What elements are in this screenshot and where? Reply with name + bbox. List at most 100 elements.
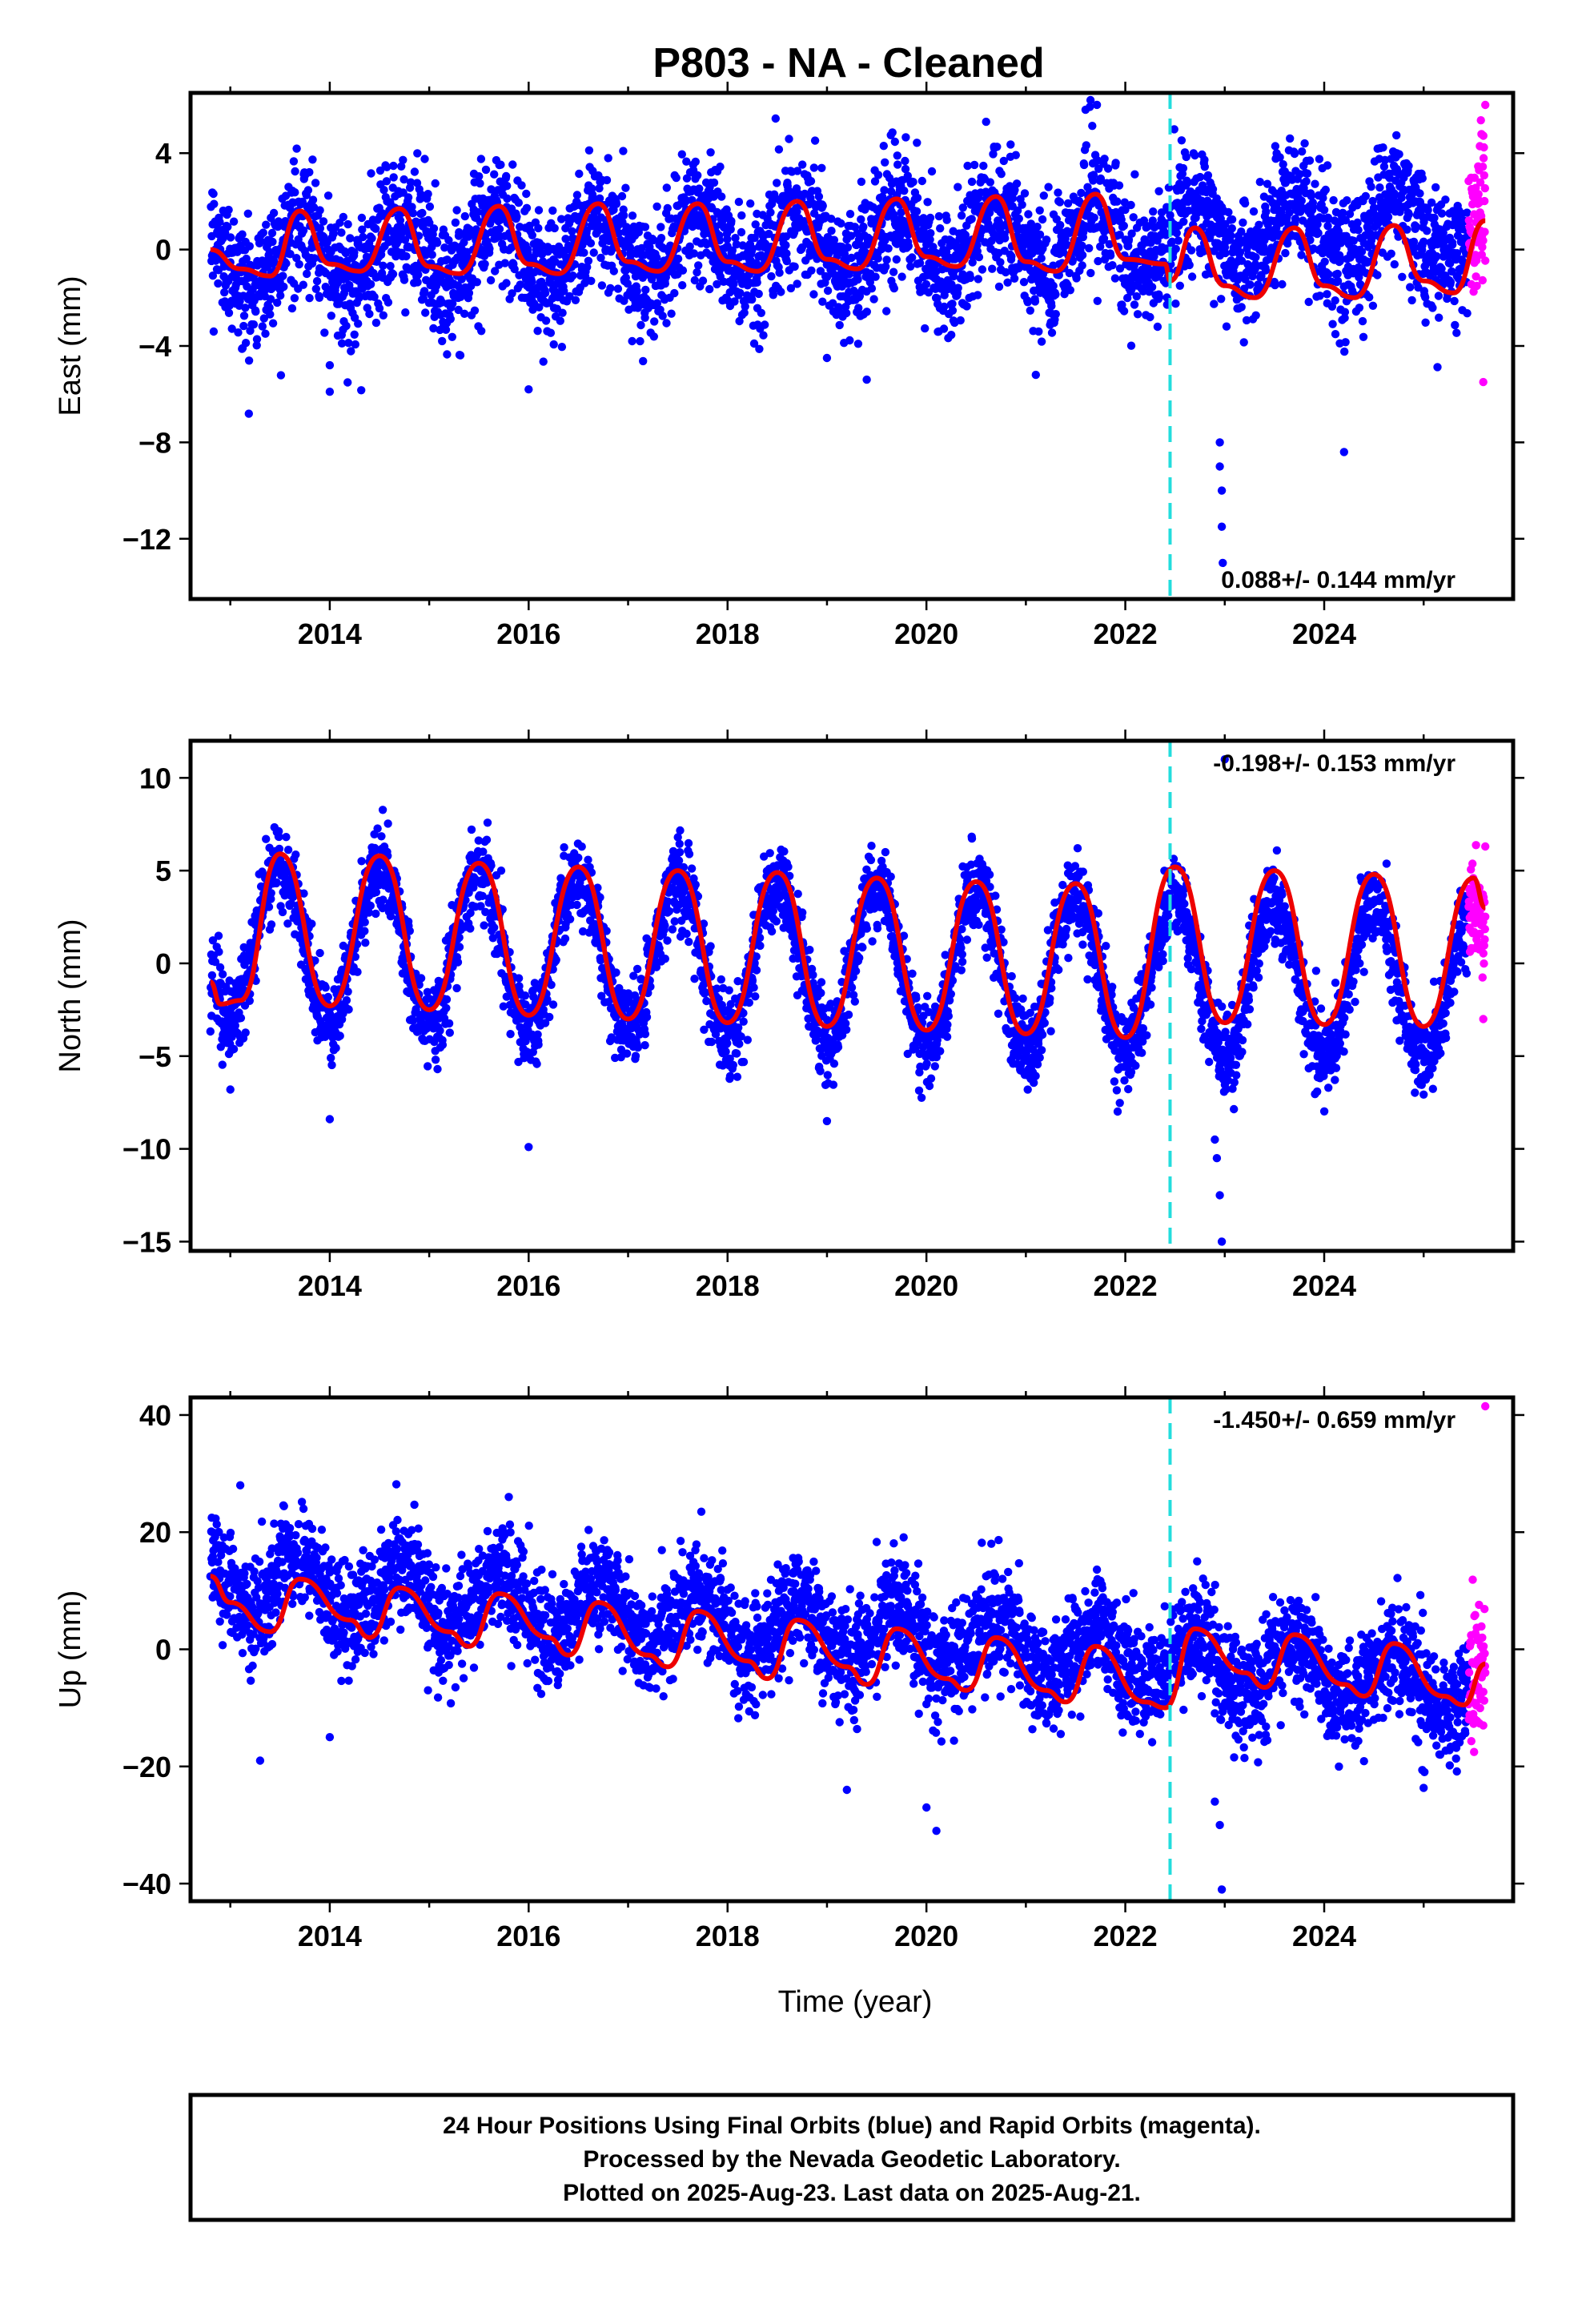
east-final-point [1063, 199, 1073, 208]
east-final-point [1433, 363, 1442, 372]
east-final-point [291, 188, 299, 197]
east-final-point [481, 165, 491, 175]
east-final-point [1435, 313, 1443, 322]
north-final-point [327, 1060, 336, 1070]
east-final-point [748, 295, 757, 304]
east-final-point [865, 278, 875, 287]
north-final-point [331, 1043, 340, 1052]
east-final-point [508, 160, 517, 169]
east-final-point [741, 302, 749, 311]
east-final-point [533, 327, 542, 336]
east-final-point [1239, 338, 1248, 347]
east-outlier-point [1479, 377, 1488, 387]
east-final-point [266, 295, 275, 304]
east-final-point [862, 308, 872, 316]
east-final-point [845, 336, 854, 345]
east-final-point [370, 292, 379, 301]
east-final-point [315, 223, 325, 233]
east-final-point [503, 194, 512, 203]
east-final-point [957, 211, 966, 220]
east-outlier-point [325, 360, 335, 370]
east-final-point [1323, 290, 1331, 299]
east-final-point [400, 275, 409, 284]
east-final-point [737, 211, 746, 220]
east-final-point [893, 151, 902, 160]
east-final-point [793, 279, 801, 288]
east-final-point [1171, 300, 1180, 308]
east-final-point [286, 250, 295, 259]
east-final-point [320, 328, 329, 337]
east-final-point [1121, 205, 1130, 215]
east-final-point [913, 139, 921, 147]
east-final-point [678, 266, 688, 275]
east-final-point [1018, 200, 1026, 209]
east-final-point [1359, 332, 1368, 341]
east-final-point [1339, 208, 1347, 217]
east-final-point [413, 149, 422, 158]
east-final-point [289, 157, 299, 166]
east-final-point [1446, 278, 1456, 287]
east-final-point [1320, 257, 1329, 266]
east-final-point [884, 244, 893, 253]
east-final-point [1103, 164, 1113, 173]
east-final-point [1126, 200, 1135, 210]
east-final-point [319, 217, 328, 226]
east-final-point [265, 304, 274, 312]
east-final-point [888, 128, 897, 137]
east-final-point [725, 287, 734, 297]
east-final-point [357, 213, 367, 223]
east-final-point [1001, 234, 1010, 243]
east-final-point [421, 308, 430, 317]
east-final-point [609, 267, 618, 275]
east-final-point [418, 208, 427, 218]
east-outlier-point [524, 385, 533, 394]
east-final-point [767, 271, 776, 281]
east-outlier-point [1217, 486, 1227, 495]
east-final-point [1290, 149, 1299, 159]
east-final-point [396, 216, 405, 225]
north-final-point [315, 948, 324, 958]
east-final-point [1304, 297, 1313, 307]
east-final-point [516, 280, 524, 289]
north-final-point [283, 846, 293, 854]
east-final-point [1315, 155, 1324, 163]
east-final-point [321, 283, 330, 292]
east-final-point [1415, 189, 1424, 198]
east-final-point [1354, 226, 1363, 235]
east-final-point [337, 339, 347, 348]
east-final-point [310, 254, 319, 263]
east-rapid-point [1480, 143, 1488, 152]
east-final-point [245, 242, 254, 251]
east-final-point [782, 249, 791, 258]
east-final-point [1099, 234, 1109, 243]
east-final-point [1217, 295, 1226, 304]
east-final-point [746, 199, 755, 208]
east-final-point [565, 292, 574, 301]
east-final-point [614, 228, 624, 238]
east-final-point [1082, 141, 1091, 150]
east-final-point [1240, 199, 1250, 208]
north-final-point [214, 931, 223, 940]
north-final-point [229, 1044, 239, 1054]
east-final-point [292, 254, 301, 263]
east-final-point [1179, 217, 1188, 226]
east-final-point [1323, 161, 1332, 170]
east-final-point [268, 319, 278, 328]
east-final-point [1406, 283, 1415, 292]
east-final-point [485, 244, 494, 253]
east-final-point [1395, 150, 1403, 159]
east-final-point [726, 225, 735, 234]
east-final-point [1093, 296, 1102, 305]
east-final-point [595, 194, 604, 203]
east-final-point [933, 249, 942, 258]
east-final-point [1431, 183, 1440, 192]
east-final-point [495, 224, 504, 234]
north-final-point [262, 834, 271, 843]
east-final-point [420, 287, 429, 296]
north-final-point [383, 819, 392, 828]
east-final-point [1003, 278, 1012, 287]
east-final-point [1085, 243, 1094, 253]
east-final-point [1079, 160, 1089, 170]
east-final-point [1208, 185, 1218, 194]
